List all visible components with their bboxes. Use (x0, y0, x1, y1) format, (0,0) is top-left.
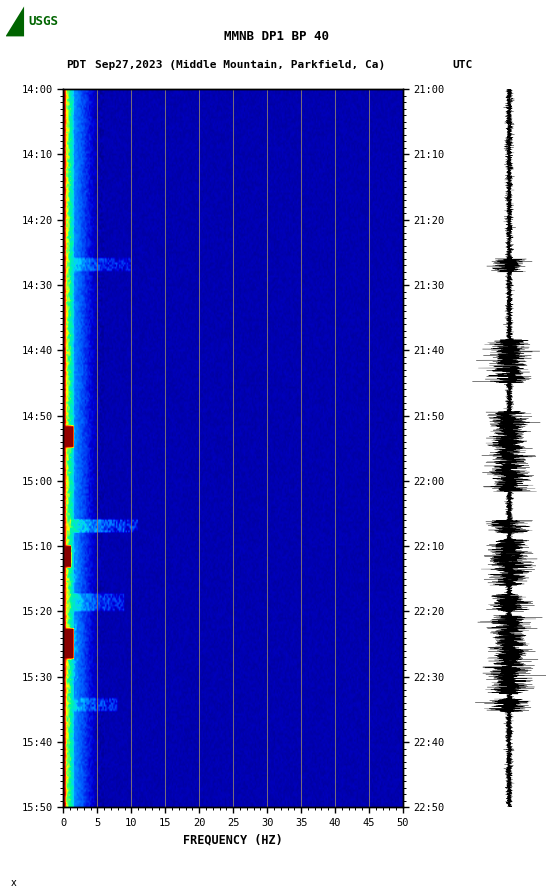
Polygon shape (6, 6, 24, 37)
Text: USGS: USGS (29, 15, 59, 28)
Text: PDT: PDT (66, 60, 87, 70)
Text: UTC: UTC (453, 60, 473, 70)
Text: x: x (11, 878, 17, 888)
Text: Sep27,2023 (Middle Mountain, Parkfield, Ca): Sep27,2023 (Middle Mountain, Parkfield, … (95, 60, 385, 70)
Text: MMNB DP1 BP 40: MMNB DP1 BP 40 (224, 29, 328, 43)
X-axis label: FREQUENCY (HZ): FREQUENCY (HZ) (183, 833, 283, 847)
